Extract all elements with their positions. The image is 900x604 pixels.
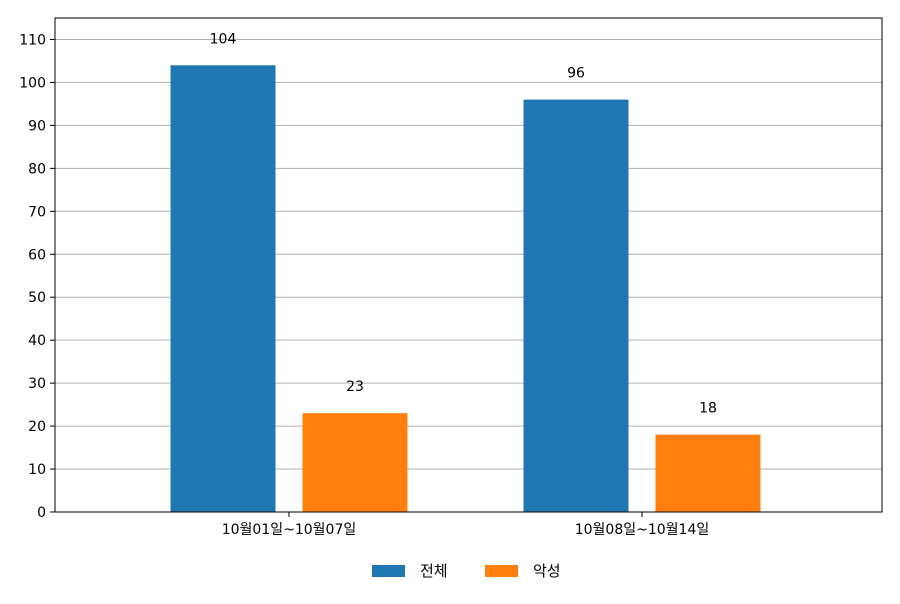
bar-전체-1 — [523, 99, 629, 512]
y-tick-label: 50 — [28, 290, 46, 306]
y-tick-label: 40 — [28, 333, 46, 349]
y-tick-label: 20 — [28, 419, 46, 435]
y-tick-label: 100 — [19, 75, 46, 91]
bars — [170, 65, 761, 513]
x-tick-label: 10월08일~10월14일 — [575, 522, 710, 538]
data-label: 18 — [699, 401, 717, 417]
bar-악성-1 — [655, 434, 761, 512]
y-tick-label: 60 — [28, 247, 46, 263]
y-tick-label: 110 — [19, 32, 46, 48]
data-labels: 104 23 96 18 — [210, 31, 717, 416]
legend-swatch-1 — [485, 565, 518, 577]
data-label: 23 — [346, 379, 364, 395]
plot-frame — [54, 17, 883, 513]
legend-label: 전체 — [420, 562, 448, 580]
data-label: 96 — [567, 66, 585, 82]
y-tick-label: 0 — [37, 505, 46, 521]
legend-swatch-0 — [372, 565, 405, 577]
y-tick-label: 10 — [28, 462, 46, 478]
y-tick-label: 70 — [28, 204, 46, 220]
y-tick-label: 30 — [28, 376, 46, 392]
y-tick-label: 90 — [28, 118, 46, 134]
bar-전체-0 — [170, 65, 276, 513]
axes: 0 10 20 30 40 50 60 70 80 90 100 110 10월01일~10월07일 10… — [19, 17, 883, 538]
legend: 전체 악성 — [372, 562, 561, 580]
legend-label: 악성 — [533, 562, 561, 580]
bar-악성-0 — [302, 413, 408, 512]
data-label: 104 — [210, 31, 237, 47]
y-tick-label: 80 — [28, 161, 46, 177]
x-tick-label: 10월01일~10월07일 — [222, 522, 357, 538]
